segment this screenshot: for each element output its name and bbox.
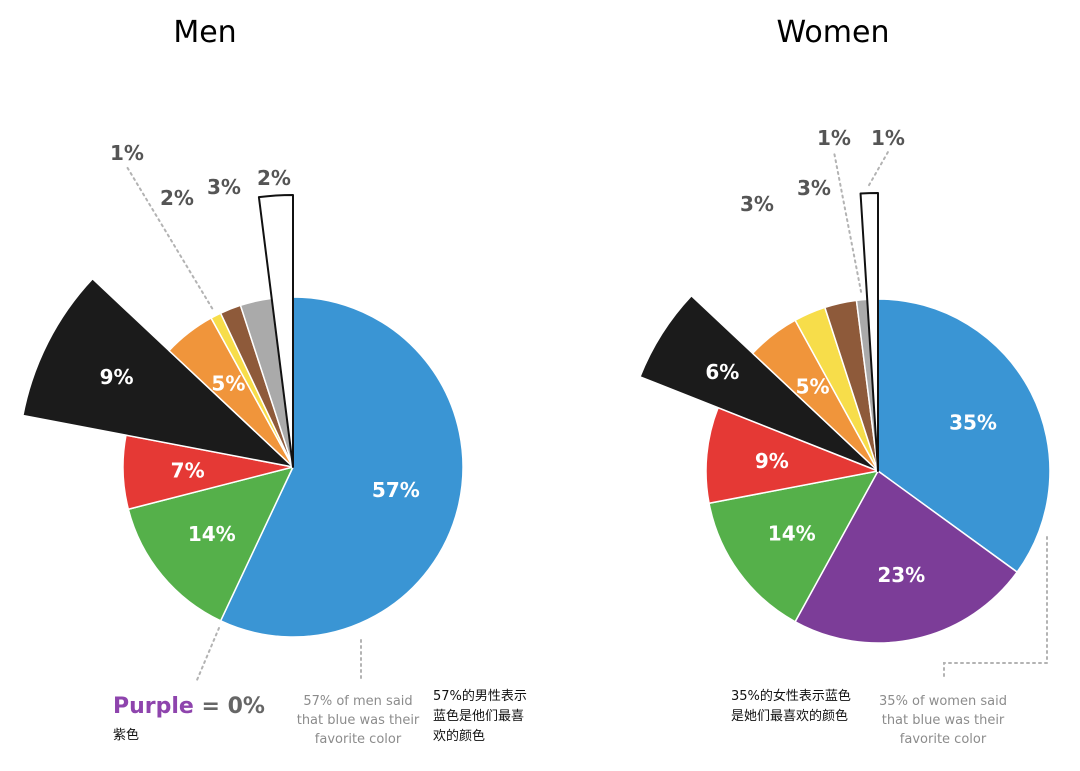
men-note-en-line-1: 57% of men said: [303, 694, 412, 709]
men-slice-white: [257, 194, 294, 468]
women-slice-white: [859, 192, 879, 472]
women-slice-black: [639, 295, 879, 472]
men-slices: [22, 194, 464, 638]
women-slice-label-orange: 5%: [796, 375, 830, 399]
men-note-cn-line-3: 欢的颜色: [433, 728, 485, 744]
men-slice-black: [22, 278, 294, 468]
men-slice-blue: [219, 296, 464, 638]
women-blue-note-leader: [943, 536, 1048, 681]
men-slice-label-brown: 2%: [160, 186, 194, 210]
women-note-cn-line-2: 是她们最喜欢的颜色: [731, 708, 848, 724]
men-note-cn-line-1: 57%的男性表示: [433, 688, 527, 704]
women-note-en-line-1: 35% of women said: [879, 694, 1007, 709]
women-slice-label-yellow: 3%: [740, 192, 774, 216]
women-slice-purple: [794, 470, 1018, 644]
women-slice-label-black: 6%: [705, 360, 739, 384]
men-slice-label-yellow: 1%: [110, 141, 144, 165]
women-slices: [639, 192, 1051, 644]
purple-zero-note: Purple = 0%: [113, 694, 265, 719]
men-pie-chart: Men 57%14%7%9% 5%1%2% 3% 2% Purple = 0% 紫色 …: [22, 15, 527, 747]
women-slice-label-purple: 23%: [877, 563, 925, 587]
women-chart-title: Women: [777, 15, 890, 50]
men-slice-label-black: 9%: [100, 365, 134, 389]
women-slice-red: [705, 406, 879, 504]
men-slice-label-blue: 57%: [372, 478, 420, 502]
purple-chinese-label: 紫色: [113, 727, 139, 743]
men-labels: 57% 14% 7% 9% 5% 1% 2% 3% 2%: [100, 141, 420, 546]
men-slice-green: [127, 466, 294, 622]
men-slice-label-white: 2%: [257, 166, 291, 190]
women-note-en-line-2: that blue was their: [882, 713, 1005, 728]
purple-equals-zero: = 0%: [194, 694, 265, 719]
women-slice-label-white: 1%: [871, 126, 905, 150]
women-labels: 35% 23% 14% 9% 6% 5% 3% 3% 1% 1%: [705, 126, 997, 587]
men-slice-label-red: 7%: [171, 458, 205, 482]
men-purple-leader: [196, 627, 220, 681]
men-leader-yellow: [126, 166, 214, 310]
women-slice-blue: [877, 298, 1051, 573]
women-slice-label-red: 9%: [755, 449, 789, 473]
women-slice-green: [708, 470, 879, 623]
men-chart-title: Men: [173, 15, 236, 50]
women-note-cn-line-1: 35%的女性表示蓝色: [731, 688, 851, 704]
men-note-cn-line-2: 蓝色是他们最喜: [433, 708, 524, 724]
women-leader-gray: [833, 151, 863, 293]
women-slice-label-blue: 35%: [949, 411, 997, 435]
purple-word: Purple: [113, 694, 194, 719]
women-slice-label-gray: 1%: [817, 126, 851, 150]
women-leader-white: [868, 151, 889, 187]
women-slice-label-green: 14%: [768, 522, 816, 546]
women-note-en-line-3: favorite color: [900, 732, 987, 747]
men-note-en-line-2: that blue was their: [297, 713, 420, 728]
women-slice-label-brown: 3%: [797, 176, 831, 200]
men-slice-label-orange: 5%: [211, 372, 245, 396]
men-note-en-line-3: favorite color: [315, 732, 402, 747]
men-slice-label-gray: 3%: [207, 175, 241, 199]
women-pie-chart: Women 35% 23% 14% 9% 6% 5% 3% 3% 1% 1% 35%的女性表示蓝色…: [639, 15, 1051, 747]
men-slice-label-green: 14%: [188, 522, 236, 546]
